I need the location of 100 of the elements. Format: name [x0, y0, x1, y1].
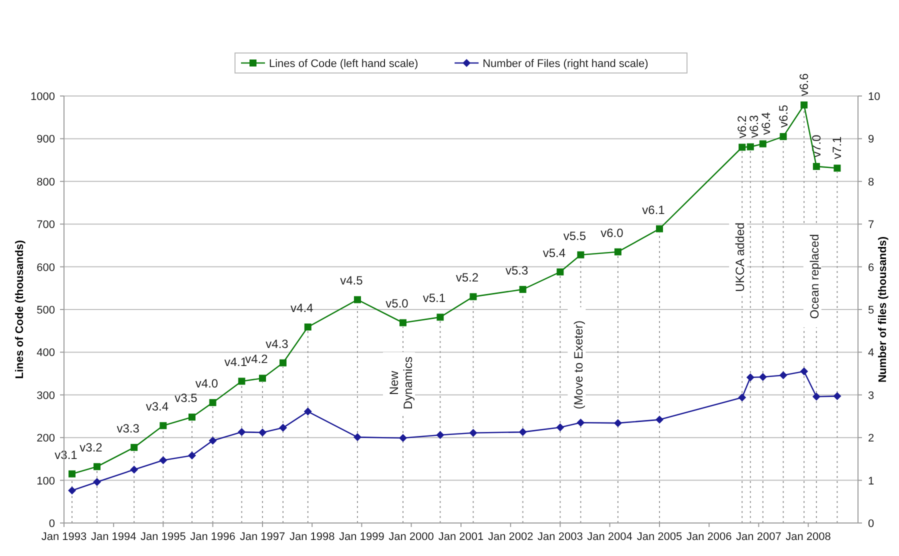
point [188, 452, 196, 460]
point [68, 486, 76, 495]
y-tick-label: 900 [36, 134, 55, 146]
y-tick-label: 500 [36, 304, 55, 316]
point [160, 422, 167, 430]
point [469, 428, 478, 437]
annotation: v5.0 [386, 296, 409, 311]
y-tick-label: 700 [36, 219, 55, 232]
point [130, 444, 138, 451]
point [208, 436, 217, 445]
y2-tick-label: 7 [868, 219, 874, 232]
point [556, 423, 564, 432]
annotation: v3.4 [146, 400, 169, 414]
point [209, 399, 216, 406]
annotation: v6.2 [735, 115, 750, 138]
y-tick-label: 800 [36, 176, 55, 188]
y2-tick-label: 5 [868, 304, 874, 316]
point [834, 164, 841, 172]
point [68, 470, 76, 478]
annotation: v4.5 [340, 274, 364, 288]
point [94, 463, 101, 470]
point [833, 392, 842, 400]
annotation: v3.3 [116, 421, 140, 436]
point [238, 378, 246, 385]
point [556, 268, 564, 276]
point [353, 433, 362, 442]
annotation: v6.6 [797, 72, 812, 96]
x-tick-label: Jan 1998 [289, 531, 335, 543]
point [738, 393, 746, 402]
point [399, 319, 406, 326]
y2-tick-label: 8 [868, 176, 874, 188]
x-tick-label: Jan 2002 [488, 531, 534, 543]
point [656, 416, 664, 424]
point [436, 314, 444, 321]
y-tick-label: 300 [36, 390, 55, 402]
y-axis-title: Lines of Code (thousands) [14, 240, 26, 379]
annotation: v3.2 [80, 440, 103, 455]
annotation: Ocean replaced [807, 234, 822, 319]
y-tick-label: 1000 [30, 91, 55, 103]
point [279, 424, 288, 432]
annotation: v6.1 [642, 202, 666, 217]
y-tick-label: 200 [36, 432, 55, 445]
y2-tick-label: 4 [868, 347, 874, 360]
x-tick-label: Jan 2001 [438, 531, 484, 543]
point [812, 162, 820, 170]
point [470, 293, 477, 300]
point [800, 367, 808, 376]
point [780, 133, 787, 140]
point [93, 478, 102, 486]
point [576, 418, 585, 427]
x-tick-label: Jan 1999 [339, 531, 384, 543]
annotation: v6.0 [600, 226, 624, 240]
point [238, 428, 246, 436]
point [746, 143, 754, 150]
y-tick-label: 100 [36, 475, 55, 488]
annotation: UKCA added [733, 222, 748, 292]
legend-label: Lines of Code (left hand scale) [269, 58, 418, 70]
annotation: v4.2 [245, 352, 268, 366]
x-tick-label: Jan 1997 [240, 531, 286, 543]
annotation: v7.1 [830, 136, 844, 160]
point [738, 144, 746, 151]
y2-tick-label: 1 [868, 475, 874, 488]
y2-tick-label: 0 [868, 518, 874, 530]
point [259, 374, 266, 382]
point [354, 296, 361, 304]
y2-tick-label: 10 [868, 91, 880, 103]
y2-tick-label: 3 [868, 390, 874, 402]
point [130, 466, 138, 474]
y-tick-label: 600 [36, 262, 55, 274]
x-tick-label: Jan 2003 [538, 531, 583, 543]
point [304, 408, 312, 416]
annotation: v6.5 [776, 104, 790, 128]
annotation: v4.3 [266, 336, 289, 351]
annotation: v5.1 [422, 291, 446, 306]
y-tick-label: 0 [48, 518, 55, 530]
point [577, 251, 584, 258]
x-tick-label: Jan 2005 [636, 531, 682, 543]
x-tick-label: Jan 1993 [41, 531, 87, 543]
point [398, 434, 407, 442]
x-tick-label: Jan 2008 [786, 531, 831, 543]
point [280, 359, 287, 366]
y2-tick-label: 6 [868, 262, 874, 274]
legend-label: Number of Files (right hand scale) [482, 58, 648, 70]
x-tick-label: Jan 1995 [140, 531, 186, 543]
point [656, 225, 663, 232]
y-tick-label: 400 [36, 347, 55, 360]
point [188, 414, 196, 421]
annotation: v4.0 [195, 376, 218, 391]
annotation: v4.4 [290, 301, 314, 316]
y2-tick-label: 2 [868, 432, 874, 445]
annotation: v5.5 [563, 228, 586, 243]
point [759, 140, 766, 148]
point [746, 373, 754, 382]
x-tick-label: Jan 1994 [90, 531, 136, 543]
point [518, 428, 527, 436]
point [258, 428, 266, 436]
x-tick-label: Jan 1996 [190, 531, 236, 543]
x-tick-label: Jan 2006 [686, 531, 732, 543]
annotation: v6.4 [759, 112, 774, 135]
point [758, 372, 767, 381]
